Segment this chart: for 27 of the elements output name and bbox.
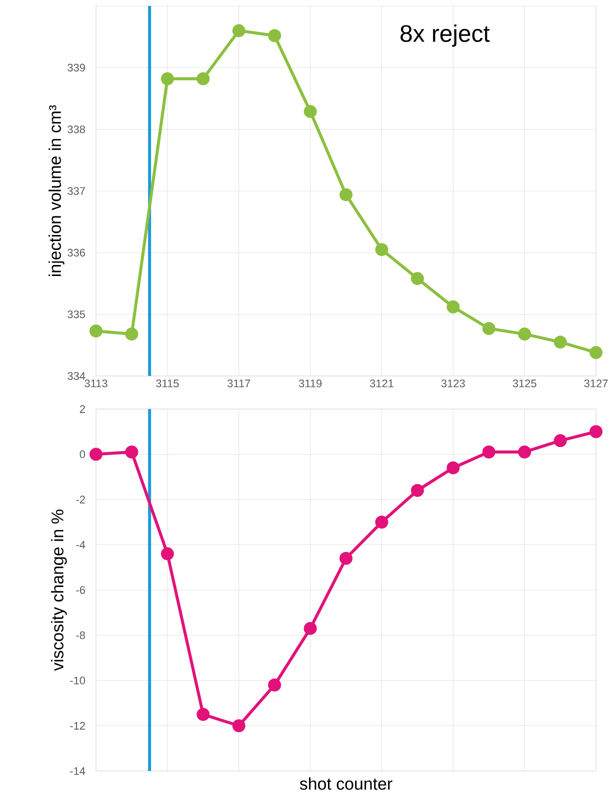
x-tick-label: 3127 (584, 380, 608, 388)
y-tick-label: 335 (68, 310, 86, 318)
x-tick-label: 3123 (441, 380, 465, 388)
x-tick-label: 3117 (228, 380, 250, 388)
y-axis-title: viscosity change in % (51, 510, 67, 671)
y-tick-label: -8 (76, 631, 85, 640)
annotation: 8x reject (400, 24, 490, 47)
y-tick-label: 334 (68, 372, 86, 380)
y-tick-label: 0 (80, 450, 86, 458)
y-tick-label: -14 (70, 767, 86, 775)
y-tick-label: -12 (70, 722, 85, 730)
y-tick-label: 337 (68, 187, 85, 195)
y-tick-label: 338 (68, 125, 85, 134)
y-tick-label: 339 (68, 64, 85, 72)
y-tick-label: -2 (76, 496, 85, 504)
x-axis-title: shot counter (300, 777, 392, 790)
x-tick-label: 3113 (84, 380, 108, 388)
x-tick-label: 3125 (512, 380, 536, 388)
x-tick-label: 3121 (370, 380, 394, 388)
x-tick-label: 3115 (156, 380, 179, 388)
y-tick-label: 336 (68, 248, 85, 257)
x-tick-label: 3119 (298, 380, 322, 388)
y-axis-title: injection volume in cm³ (48, 105, 64, 276)
y-tick-label: -4 (76, 540, 86, 549)
y-tick-label: -6 (76, 586, 85, 594)
y-tick-label: -10 (70, 676, 86, 684)
y-tick-label: 2 (80, 405, 85, 413)
